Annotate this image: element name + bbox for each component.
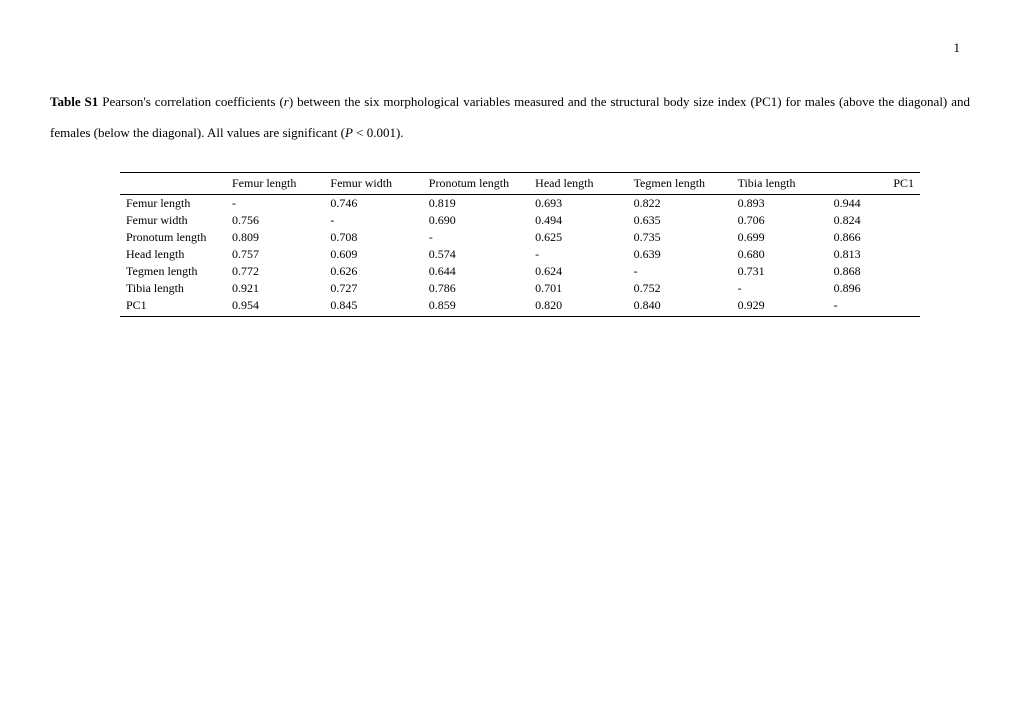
cell-value: 0.574 [429,246,535,263]
table-row: Femur width0.756-0.6900.4940.6350.7060.8… [120,212,920,229]
col-header: Tibia length [738,173,834,195]
row-label: Tibia length [120,280,232,297]
row-label: Tegmen length [120,263,232,280]
cell-value: 0.893 [738,195,834,213]
cell-value: - [429,229,535,246]
table-row: Tibia length0.9210.7270.7860.7010.752-0.… [120,280,920,297]
caption-P: P [345,125,353,140]
cell-value: 0.824 [834,212,920,229]
caption-text-3: < 0.001). [353,125,404,140]
cell-value: 0.690 [429,212,535,229]
cell-value: 0.635 [634,212,738,229]
cell-value: 0.693 [535,195,633,213]
cell-value: 0.929 [738,297,834,317]
cell-value: 0.731 [738,263,834,280]
correlation-table: Femur lengthFemur widthPronotum lengthHe… [120,172,920,317]
cell-value: 0.701 [535,280,633,297]
cell-value: 0.757 [232,246,330,263]
table-row: PC10.9540.8450.8590.8200.8400.929- [120,297,920,317]
table-caption: Table S1 Pearson's correlation coefficie… [50,86,970,148]
cell-value: 0.624 [535,263,633,280]
cell-value: 0.625 [535,229,633,246]
cell-value: 0.954 [232,297,330,317]
row-label: Pronotum length [120,229,232,246]
cell-value: 0.896 [834,280,920,297]
table-header-row: Femur lengthFemur widthPronotum lengthHe… [120,173,920,195]
cell-value: 0.921 [232,280,330,297]
row-label: Head length [120,246,232,263]
cell-value: 0.859 [429,297,535,317]
row-label: Femur width [120,212,232,229]
col-header: PC1 [834,173,920,195]
cell-value: - [535,246,633,263]
table-body: Femur length-0.7460.8190.6930.8220.8930.… [120,195,920,317]
col-header-rowlabel [120,173,232,195]
col-header: Tegmen length [634,173,738,195]
cell-value: 0.822 [634,195,738,213]
table-row: Pronotum length0.8090.708-0.6250.7350.69… [120,229,920,246]
page-number: 1 [50,40,970,56]
cell-value: 0.944 [834,195,920,213]
table-container: Femur lengthFemur widthPronotum lengthHe… [50,172,970,317]
cell-value: - [634,263,738,280]
cell-value: 0.819 [429,195,535,213]
cell-value: 0.866 [834,229,920,246]
cell-value: 0.494 [535,212,633,229]
cell-value: 0.639 [634,246,738,263]
cell-value: - [738,280,834,297]
cell-value: 0.708 [330,229,428,246]
cell-value: 0.868 [834,263,920,280]
cell-value: 0.680 [738,246,834,263]
cell-value: 0.609 [330,246,428,263]
table-row: Femur length-0.7460.8190.6930.8220.8930.… [120,195,920,213]
cell-value: 0.813 [834,246,920,263]
cell-value: 0.786 [429,280,535,297]
table-row: Head length0.7570.6090.574-0.6390.6800.8… [120,246,920,263]
row-label: PC1 [120,297,232,317]
cell-value: 0.746 [330,195,428,213]
cell-value: 0.735 [634,229,738,246]
col-header: Femur length [232,173,330,195]
cell-value: - [834,297,920,317]
cell-value: 0.772 [232,263,330,280]
cell-value: 0.809 [232,229,330,246]
cell-value: - [330,212,428,229]
col-header: Femur width [330,173,428,195]
cell-value: 0.706 [738,212,834,229]
cell-value: - [232,195,330,213]
caption-label: Table S1 [50,94,98,109]
caption-text-1: Pearson's correlation coefficients ( [98,94,283,109]
col-header: Pronotum length [429,173,535,195]
cell-value: 0.845 [330,297,428,317]
table-row: Tegmen length0.7720.6260.6440.624-0.7310… [120,263,920,280]
cell-value: 0.752 [634,280,738,297]
cell-value: 0.727 [330,280,428,297]
cell-value: 0.756 [232,212,330,229]
cell-value: 0.644 [429,263,535,280]
cell-value: 0.626 [330,263,428,280]
cell-value: 0.820 [535,297,633,317]
col-header: Head length [535,173,633,195]
row-label: Femur length [120,195,232,213]
cell-value: 0.840 [634,297,738,317]
cell-value: 0.699 [738,229,834,246]
